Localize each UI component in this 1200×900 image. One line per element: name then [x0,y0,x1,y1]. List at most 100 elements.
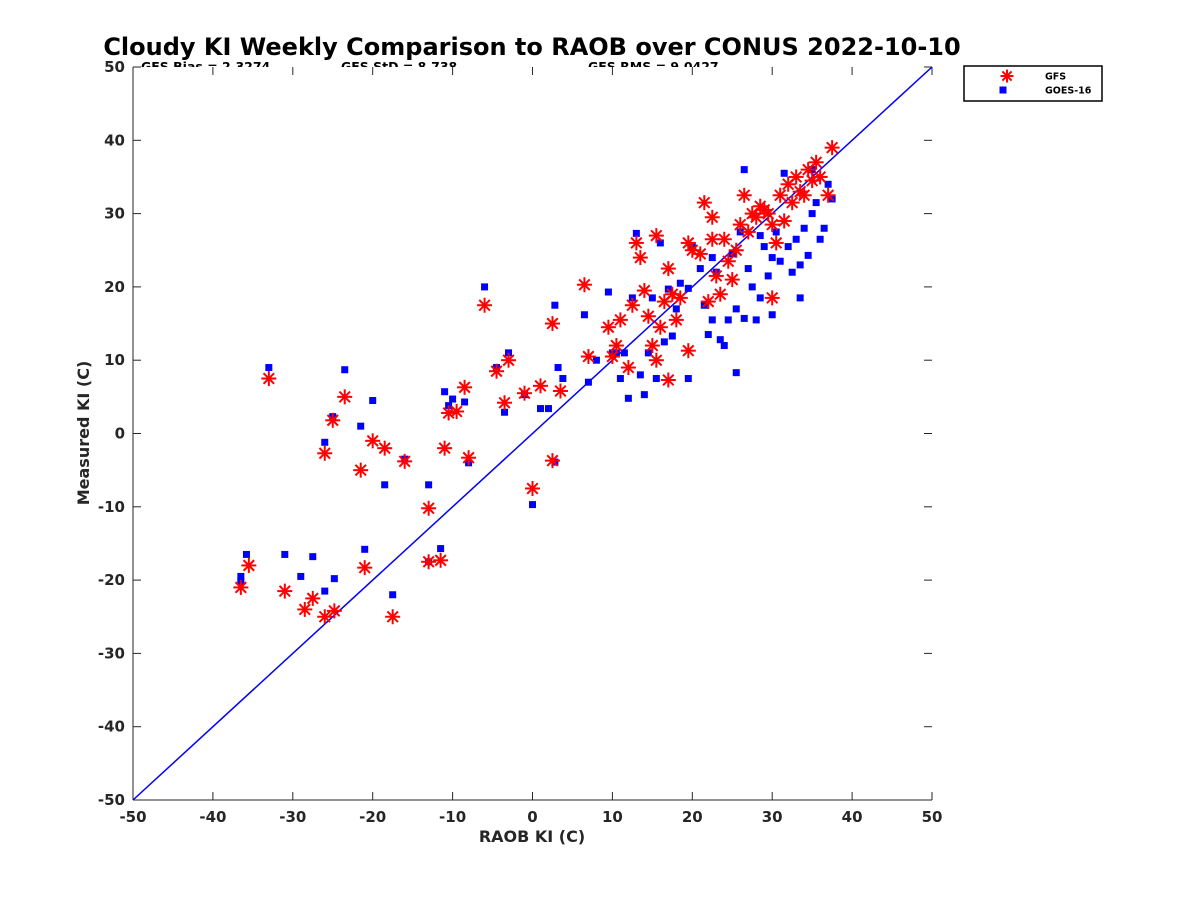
gfs-point [636,283,652,299]
goes16-point [592,356,600,364]
x-axis: -50 -40 -30 -20 -10 0 10 20 30 40 50 [119,67,942,826]
goes16-point [648,294,656,302]
x-tick-label: -40 [199,808,226,826]
goes16-point [461,398,469,406]
gfs-point [660,261,676,277]
goes16-point [584,378,592,386]
y-tick-label: 20 [104,278,125,296]
gfs-point [652,319,668,335]
gfs-point [680,343,696,359]
gfs-point [712,286,728,302]
x-tick-label: -20 [359,808,386,826]
goes16-point [720,342,728,350]
x-tick-label: -50 [119,808,146,826]
gfs-point [437,440,453,456]
goes16-point [756,232,764,240]
goes16-point [361,545,369,553]
goes16-point [425,481,433,489]
x-tick-label: -10 [439,808,466,826]
goes16-point [604,288,612,296]
gfs-point [760,206,776,222]
goes16-point [740,314,748,322]
gfs-point [297,601,313,617]
gfs-point [820,187,836,203]
goes16-point [784,243,792,251]
goes16-point [676,279,684,287]
gfs-point [449,404,465,420]
y-tick-label: -10 [98,498,125,516]
goes16-point [381,481,389,489]
gfs-point [365,433,381,449]
gfs-point [600,319,616,335]
y-tick-label: 30 [104,205,125,223]
gfs-point [776,213,792,229]
goes16-point [636,371,644,379]
gfs-point [532,378,548,394]
x-tick-label: -30 [279,808,306,826]
goes16-point [529,501,536,509]
gfs-point [544,316,560,332]
goes16-point [616,375,624,383]
legend-gfs-marker [1000,69,1014,83]
goes16-point [796,261,804,269]
goes16-point [708,316,716,324]
y-tick-label: 0 [115,425,125,443]
goes16-point [242,550,250,558]
goes16-point [640,391,648,399]
gfs-point [716,231,732,247]
goes16-point [732,369,740,377]
legend-goes16-marker [999,86,1007,94]
gfs-point [648,352,664,368]
x-tick-label: 40 [842,808,863,826]
gfs-point [305,590,321,606]
goes16-point [341,366,349,374]
goes16-point [580,311,588,319]
goes16-point [632,229,640,237]
goes16-point [824,180,832,188]
y-tick-label: -40 [98,718,125,736]
gfs-point [525,480,540,496]
gfs-point [624,297,640,313]
gfs-point [796,187,812,203]
goes16-point [756,294,764,302]
y-axis-label: Measured KI (C) [74,361,93,506]
y-tick-label: -50 [98,791,125,809]
goes16-point [559,375,567,383]
goes16-point [788,268,796,276]
gfs-point [696,195,712,211]
gfs-point [660,372,676,388]
gfs-point [668,312,684,328]
x-tick-label: 30 [762,808,783,826]
goes16-point [740,166,748,174]
goes16-point [297,572,305,580]
goes16-point [441,388,449,396]
goes16-point [704,331,712,339]
goes16-point [330,575,338,583]
gfs-point [233,579,249,595]
gfs-point [604,349,620,365]
goes16-point [656,239,664,247]
goes16-point [536,405,544,413]
goes16-point [760,243,768,251]
goes16-point [816,235,824,243]
gfs-point [517,385,533,401]
gfs-point [632,250,648,266]
goes16-point [724,316,732,324]
gfs-point [788,169,804,185]
goes16-point [752,316,760,324]
goes16-point [764,272,772,280]
gfs-point [768,235,784,251]
gfs-point [700,294,716,310]
goes16-point [652,375,660,383]
goes16-point [684,375,692,383]
gfs-point [740,224,756,240]
goes16-point [780,169,788,177]
gfs-point [824,140,840,156]
goes16-point [672,305,680,313]
gfs-point [576,277,592,293]
goes16-point [501,408,509,416]
gfs-point [648,228,664,244]
goes16-point [716,336,724,344]
goes16-point [554,364,562,372]
gfs-point [477,297,493,313]
